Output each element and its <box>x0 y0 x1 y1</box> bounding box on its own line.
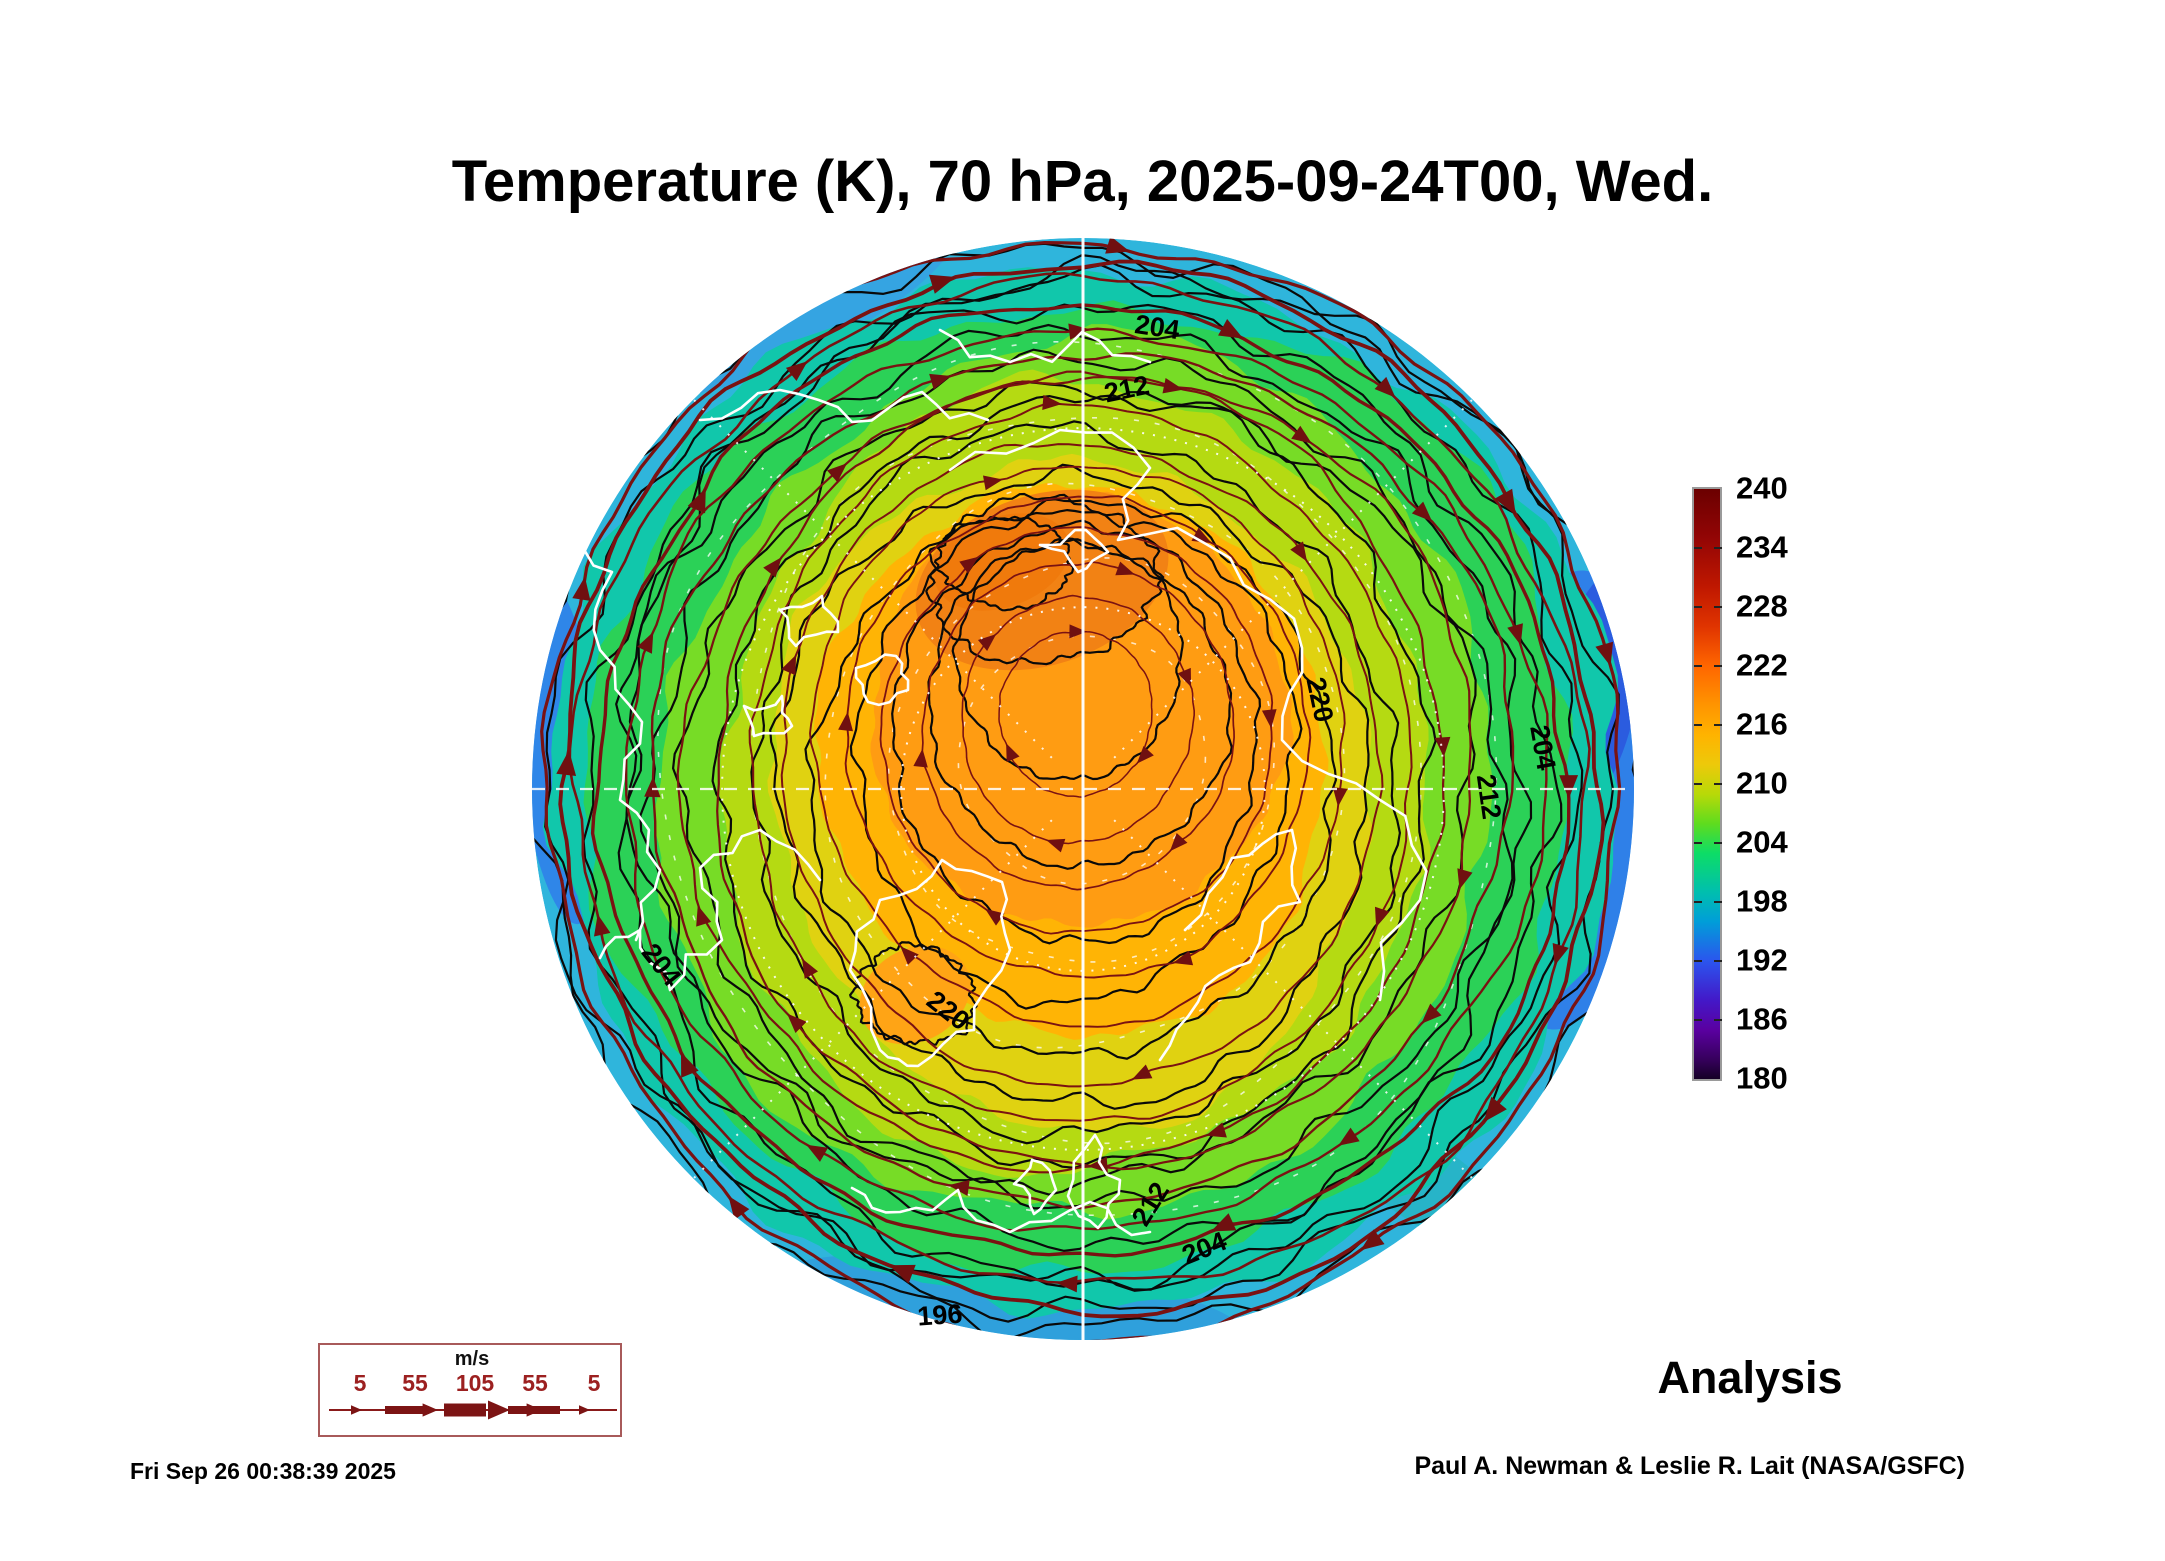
wind-arrow-glyph <box>329 1400 617 1420</box>
colorbar-tick <box>1694 547 1702 549</box>
colorbar-tick-label: 210 <box>1736 765 1788 801</box>
wind-speed-legend: m/s 5 55 105 55 5 <box>318 1343 622 1437</box>
colorbar-tick <box>1694 606 1702 608</box>
colorbar-tick-label: 222 <box>1736 647 1788 683</box>
map-streamlines <box>540 240 1622 1340</box>
colorbar-tick <box>1714 842 1722 844</box>
colorbar-tick-label: 192 <box>1736 942 1788 978</box>
colorbar-tick-label: 198 <box>1736 883 1788 919</box>
analysis-label: Analysis <box>1657 1352 1843 1403</box>
colorbar-tick <box>1714 606 1722 608</box>
colorbar-tick-label: 180 <box>1736 1060 1788 1096</box>
contour-label: 204 <box>1133 309 1182 345</box>
wind-speed-value: 55 <box>522 1370 548 1396</box>
colorbar-tick <box>1694 665 1702 667</box>
map-coastlines <box>558 328 1428 1237</box>
colorbar-tick <box>1714 547 1722 549</box>
colorbar-tick <box>1694 1019 1702 1021</box>
wind-unit-label: m/s <box>454 1348 490 1370</box>
wind-speed-value: 5 <box>587 1370 601 1396</box>
colorbar-tick <box>1714 1019 1722 1021</box>
contour-label: 196 <box>916 1299 963 1332</box>
colorbar-tick <box>1714 901 1722 903</box>
colorbar-tick-label: 216 <box>1736 706 1788 742</box>
page-title: Temperature (K), 70 hPa, 2025-09-24T00, … <box>451 149 1714 214</box>
map-graticule <box>532 238 1634 1340</box>
colorbar: 240 234 228 222 216 210 204 198 192 186 180 <box>1692 470 1992 1095</box>
colorbar-tick <box>1714 724 1722 726</box>
wind-speed-value: 105 <box>455 1370 495 1396</box>
colorbar-tick <box>1714 783 1722 785</box>
map-streamline-arrows <box>556 238 1614 1293</box>
colorbar-tick-label: 204 <box>1736 824 1788 860</box>
contour-label: 212 <box>1471 772 1507 821</box>
colorbar-tick-label: 234 <box>1736 529 1788 565</box>
colorbar-tick <box>1714 665 1722 667</box>
colorbar-tick <box>1694 842 1702 844</box>
colorbar-tick-label: 186 <box>1736 1001 1788 1037</box>
credit: Paul A. Newman & Leslie R. Lait (NASA/GS… <box>1414 1452 1965 1480</box>
wind-speed-value: 5 <box>353 1370 367 1396</box>
timestamp: Fri Sep 26 00:38:39 2025 <box>130 1458 396 1484</box>
colorbar-tick <box>1694 960 1702 962</box>
colorbar-tick <box>1694 783 1702 785</box>
colorbar-tick <box>1694 724 1702 726</box>
colorbar-tick <box>1694 901 1702 903</box>
colorbar-tick <box>1714 960 1722 962</box>
colorbar-tick-label: 240 <box>1736 470 1788 506</box>
wind-speed-value: 55 <box>402 1370 428 1396</box>
colorbar-tick-label: 228 <box>1736 588 1788 624</box>
